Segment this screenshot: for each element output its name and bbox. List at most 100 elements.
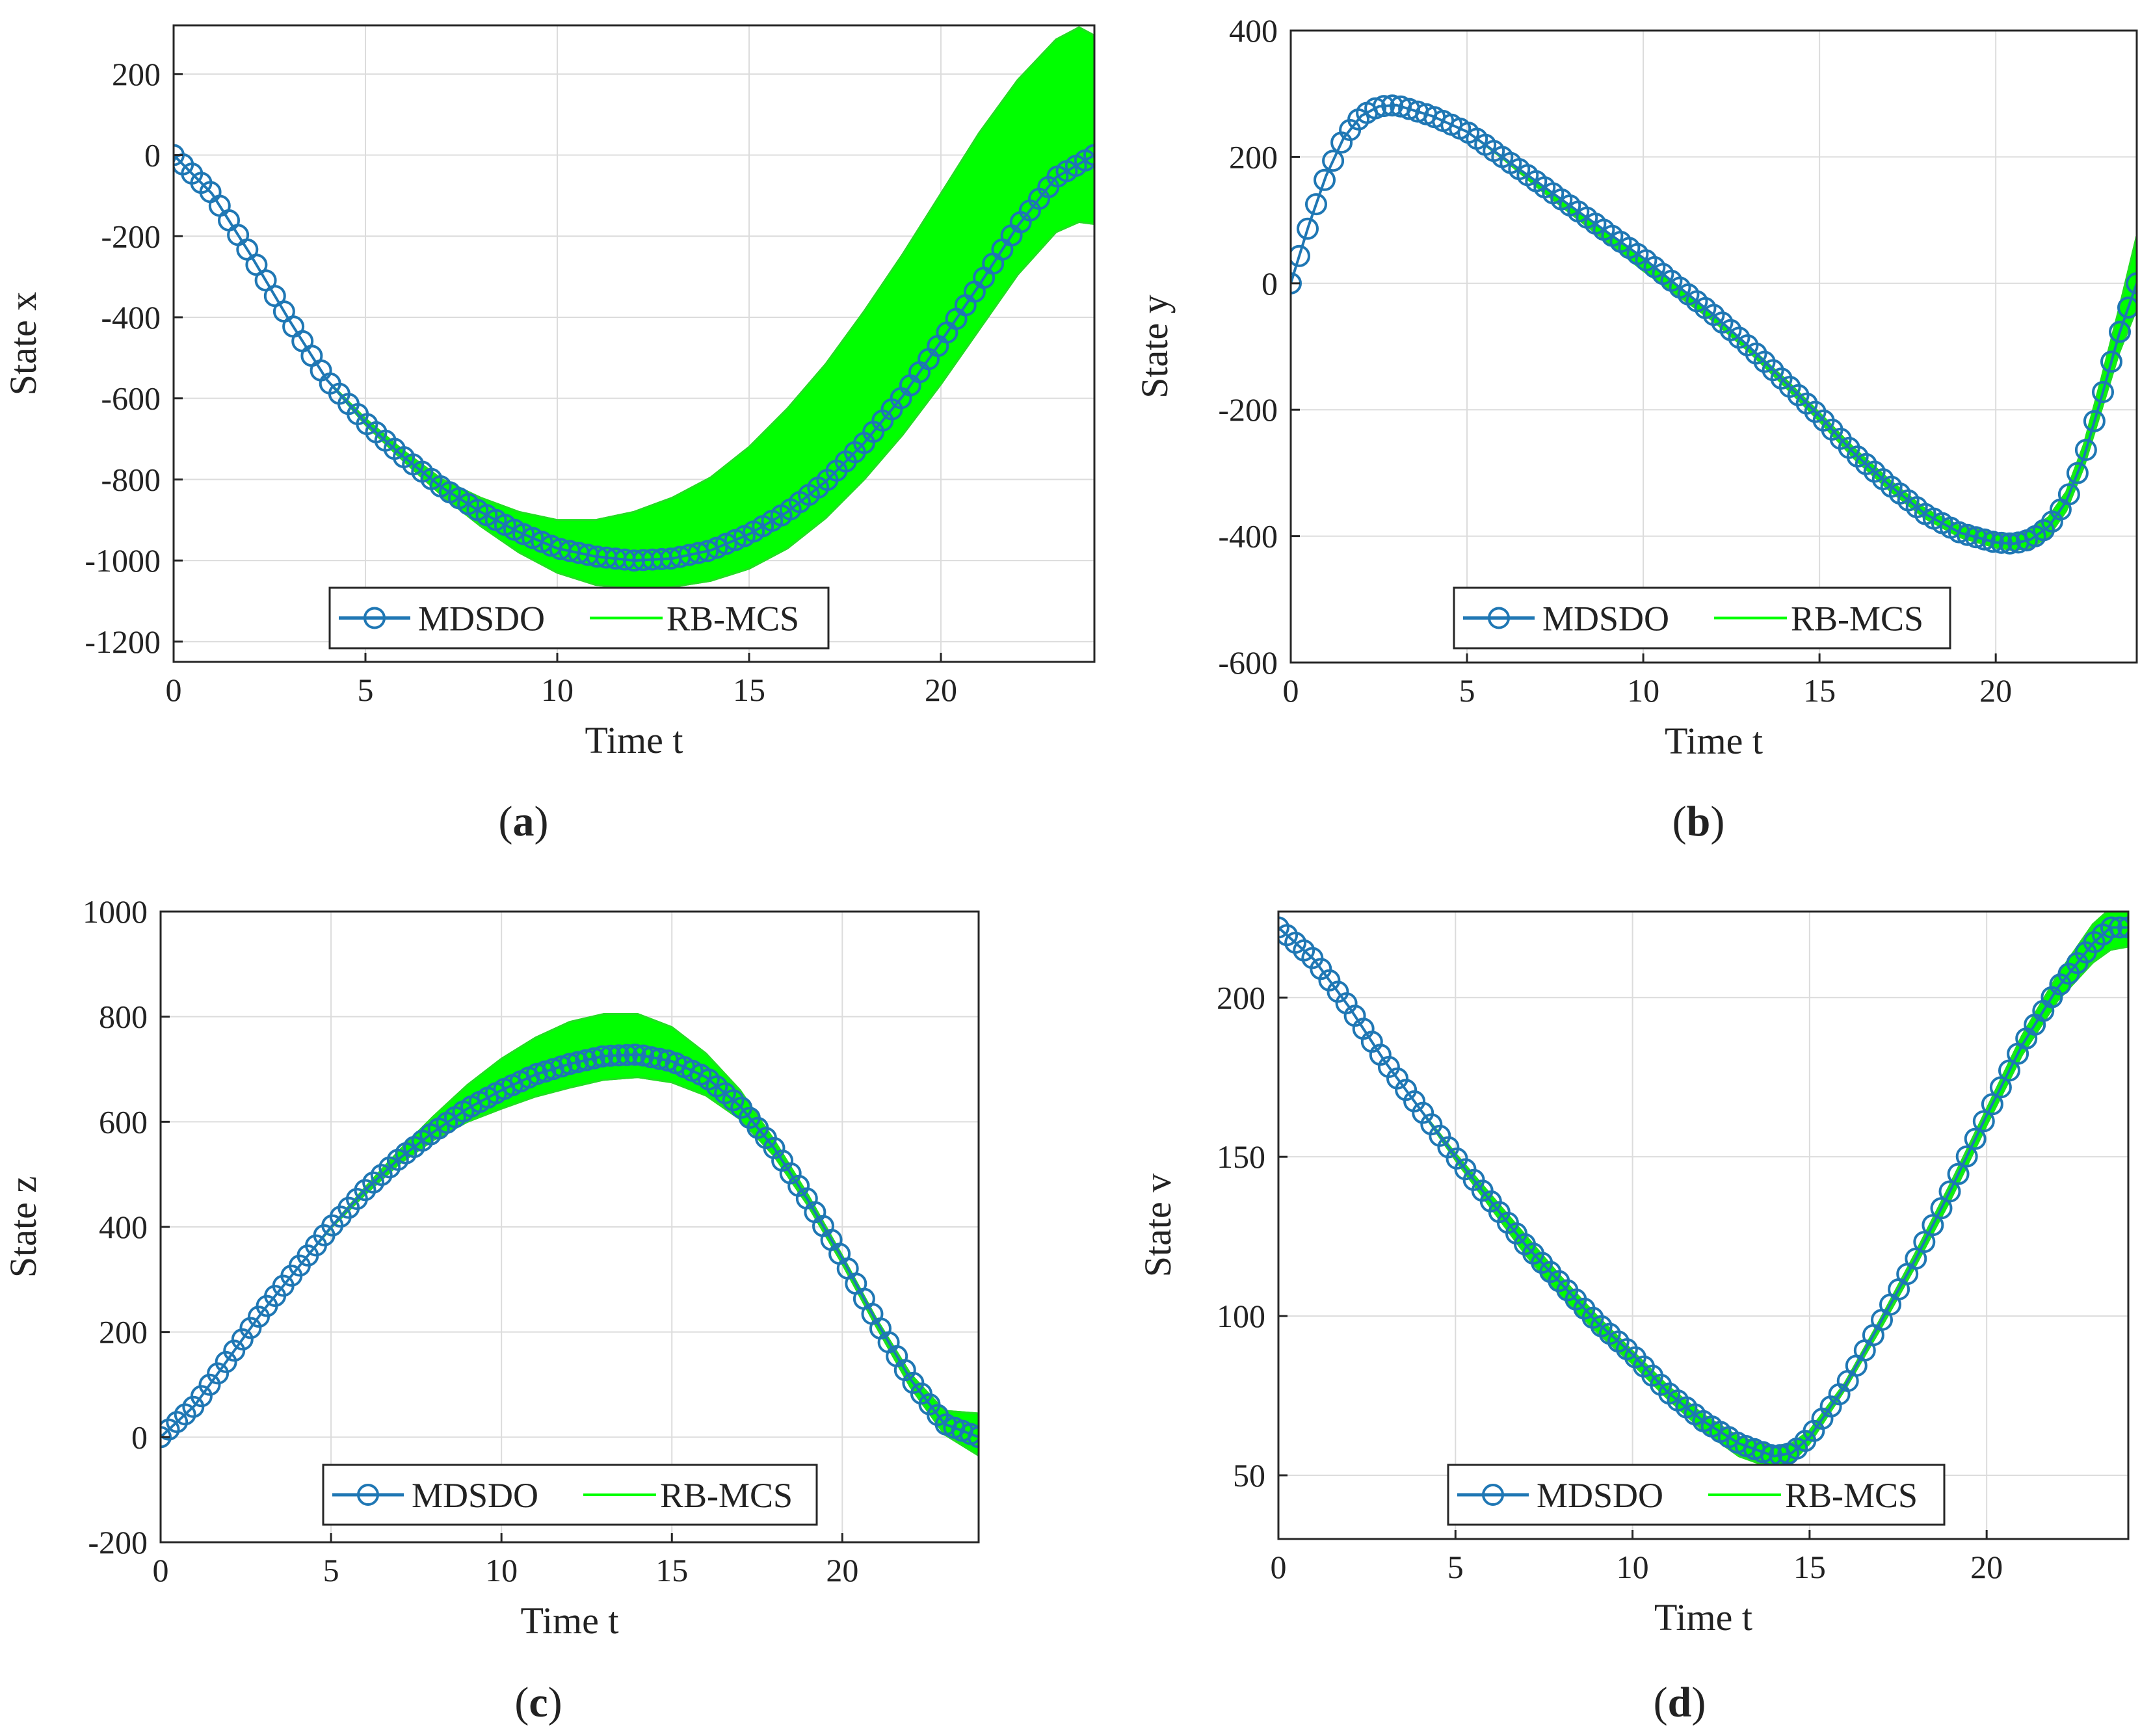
mdsdo-line: [1278, 926, 2128, 1458]
y-axis-label: State x: [2, 292, 44, 395]
y-tick-label: 50: [1233, 1457, 1265, 1493]
caption-close-paren: ): [1710, 798, 1724, 845]
x-tick-label: 15: [733, 672, 765, 708]
mdsdo-marker: [198, 1373, 221, 1396]
mdsdo-marker: [215, 1350, 237, 1373]
mdsdo-marker: [207, 1362, 230, 1385]
mdsdo-marker: [1955, 1145, 1978, 1168]
mdsdo-marker: [1972, 1110, 1995, 1133]
panel-b: 0 5 10 15 20 -600 -400 -200 0 200 400 Time t State y…: [1133, 12, 2138, 845]
legend-mdsdo-label: MDSDO: [1542, 599, 1669, 638]
axes-box: [1289, 29, 2138, 664]
x-tick-label: 5: [323, 1552, 339, 1588]
mdsdo-marker: [161, 1426, 172, 1449]
mdsdo-marker: [2066, 462, 2089, 484]
caption-letter: c: [529, 1679, 548, 1726]
x-tick-label: 20: [826, 1552, 858, 1588]
legend-rbmcs-label: RB-MCS: [1785, 1476, 1918, 1515]
y-tick-label: 400: [99, 1209, 148, 1245]
x-tick-label: 15: [1803, 672, 1836, 709]
mdsdo-marker: [1373, 95, 1395, 118]
caption-open-paren: (: [499, 798, 513, 845]
mdsdo-marker: [632, 1044, 655, 1067]
mdsdo-marker: [607, 1044, 630, 1067]
y-tick-label: -800: [101, 461, 161, 497]
y-tick-label: -600: [101, 380, 161, 417]
x-axis-label: Time t: [1654, 1596, 1752, 1638]
y-tick-label: -600: [1218, 644, 1278, 681]
y-tick-label: 0: [1262, 265, 1278, 302]
mdsdo-marker: [1083, 144, 1094, 166]
mdsdo-marker: [968, 1426, 979, 1449]
x-tick-label: 10: [541, 672, 574, 708]
mdsdo-marker: [696, 540, 719, 562]
y-tick-label: -200: [88, 1524, 148, 1560]
y-tick-label: -1200: [85, 624, 161, 660]
x-axis-label: Time t: [521, 1599, 619, 1642]
mdsdo-marker: [1364, 97, 1387, 120]
legend-mdsdo-label: MDSDO: [1537, 1476, 1663, 1515]
y-axis-label: State v: [1137, 1174, 1179, 1277]
mdsdo-marker: [575, 1049, 598, 1072]
mdsdo-marker: [1297, 217, 1319, 240]
y-tick-label: -1000: [85, 542, 161, 579]
legend-mdsdo-marker: [1488, 607, 1510, 629]
x-tick-label: 15: [655, 1552, 688, 1588]
y-tick-label: 200: [99, 1314, 148, 1350]
mdsdo-marker: [640, 1046, 663, 1069]
mdsdo-marker: [599, 1044, 622, 1067]
mdsdo-marker: [2109, 321, 2131, 343]
mdsdo-marker: [566, 1051, 589, 1073]
legend-mdsdo-marker: [357, 1484, 379, 1506]
mdsdo-marker: [1314, 168, 1336, 191]
mdsdo-marker: [583, 1047, 605, 1070]
legend-rbmcs-label: RB-MCS: [667, 599, 799, 638]
y-tick-label: 200: [1217, 979, 1265, 1016]
mdsdo-marker: [2100, 350, 2122, 373]
x-tick-label: 5: [1459, 672, 1475, 709]
x-axis-label: Time t: [585, 719, 683, 761]
mdsdo-marker: [1322, 150, 1345, 172]
axes-box: [1277, 910, 2130, 1540]
mdsdo-marker: [2100, 916, 2122, 939]
y-axis-label: State z: [2, 1176, 44, 1278]
caption-letter: d: [1668, 1679, 1692, 1726]
caption-open-paren: (: [1672, 798, 1687, 845]
y-tick-label: 0: [131, 1419, 148, 1455]
plot-series: [1278, 912, 2128, 1470]
mdsdo-marker: [1947, 1163, 1970, 1185]
panel-a: 0 5 10 15 20 -1200 -1000 -800 -600 -400 -200 0 200 Ti…: [2, 24, 1096, 845]
mdsdo-marker: [370, 1164, 393, 1187]
legend: MDSDO RB-MCS: [328, 586, 830, 650]
legend-box: [1447, 1464, 1946, 1526]
mdsdo-marker: [231, 1328, 254, 1350]
mdsdo-marker: [559, 1053, 581, 1075]
y-tick-label: 800: [99, 999, 148, 1035]
legend-mdsdo-marker: [1482, 1484, 1504, 1506]
mdsdo-marker: [1981, 531, 2004, 553]
x-tick-label: 0: [153, 1552, 169, 1588]
panel-caption: (a): [499, 798, 549, 845]
mdsdo-marker: [591, 1045, 614, 1068]
mdsdo-marker: [2074, 439, 2097, 461]
caption-letter: b: [1687, 798, 1711, 845]
mdsdo-marker: [1938, 1180, 1961, 1203]
mdsdo-marker: [616, 1044, 639, 1066]
mdsdo-marker: [648, 1047, 671, 1070]
mdsdo-marker: [166, 1411, 189, 1434]
x-tick-label: 10: [485, 1552, 518, 1588]
y-tick-label: 150: [1217, 1138, 1265, 1175]
mdsdo-marker: [1998, 532, 2021, 555]
x-tick-label: 20: [925, 672, 957, 708]
plot-series: [161, 1013, 979, 1457]
mdsdo-marker: [1989, 1076, 2012, 1099]
panel-caption: (d): [1654, 1679, 1706, 1726]
x-tick-label: 10: [1617, 1549, 1649, 1585]
x-tick-label: 0: [1271, 1549, 1287, 1585]
mdsdo-marker: [239, 1317, 262, 1339]
mdsdo-marker: [2083, 410, 2106, 432]
mdsdo-marker: [2092, 381, 2114, 403]
y-tick-label: 400: [1229, 12, 1278, 49]
